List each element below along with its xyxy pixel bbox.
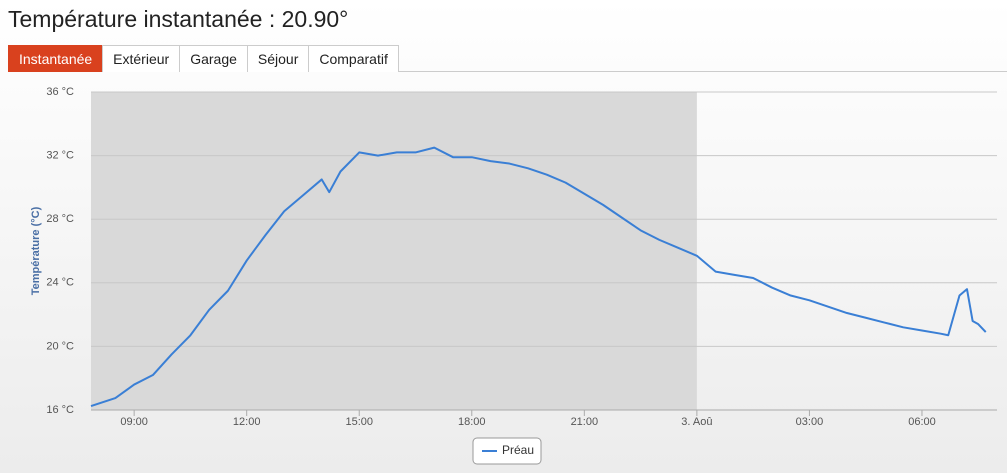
- tab[interactable]: Comparatif: [308, 45, 399, 72]
- y-tick-label: 16 °C: [46, 404, 74, 416]
- x-tick-label: 18:00: [458, 416, 486, 428]
- x-tick-label: 09:00: [120, 416, 148, 428]
- y-tick-label: 36 °C: [46, 86, 74, 98]
- legend-label: Préau: [502, 443, 534, 457]
- x-tick-label: 15:00: [345, 416, 373, 428]
- y-axis-label: Température (°C): [30, 206, 42, 295]
- legend: Préau: [472, 437, 542, 465]
- y-tick-label: 32 °C: [46, 150, 74, 162]
- y-tick-label: 28 °C: [46, 213, 74, 225]
- page-title: Température instantanée : 20.90°: [8, 6, 349, 32]
- x-tick-label: 21:00: [571, 416, 599, 428]
- y-tick-label: 20 °C: [46, 340, 74, 352]
- x-tick-label: 12:00: [233, 416, 261, 428]
- x-tick-label: 06:00: [908, 416, 936, 428]
- legend-box: [472, 437, 542, 465]
- x-tick-label: 3. Aoû: [681, 416, 712, 428]
- y-tick-label: 24 °C: [46, 277, 74, 289]
- series-line: [90, 146, 987, 407]
- tab[interactable]: Instantanée: [8, 45, 104, 72]
- tab-bar: Instantanée Extérieur Garage Séjour Comparat…: [8, 45, 1007, 72]
- x-tick-label: 03:00: [796, 416, 824, 428]
- plot-band: [91, 92, 697, 410]
- tab[interactable]: Séjour: [246, 45, 310, 72]
